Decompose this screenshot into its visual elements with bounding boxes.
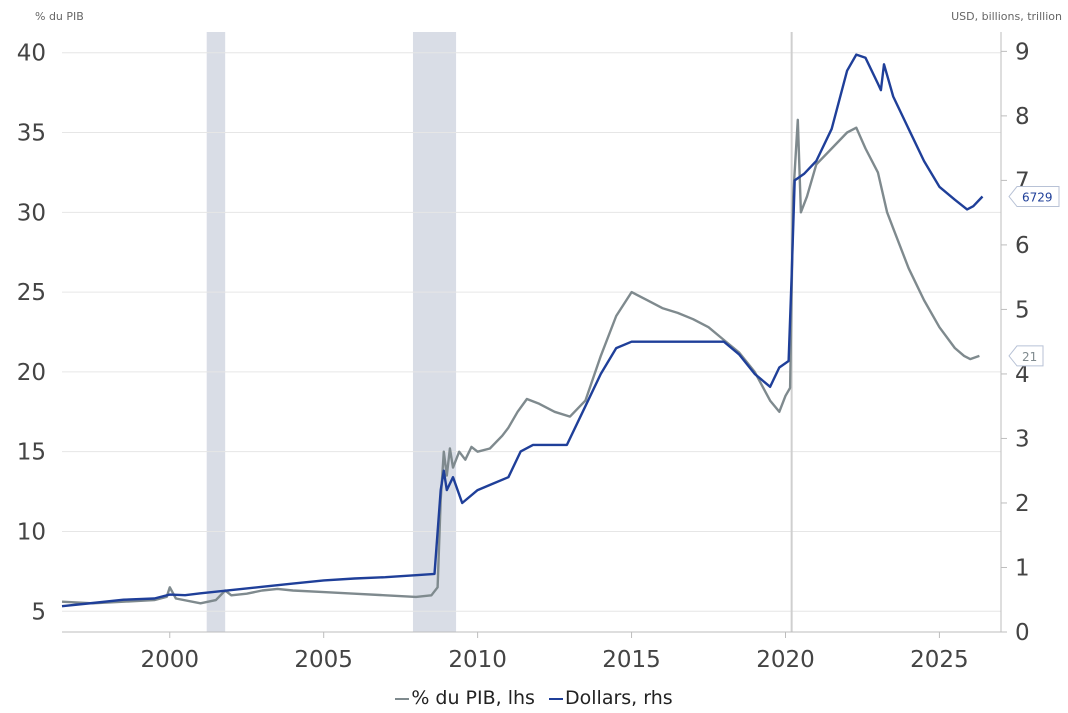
shaded-period-1 — [412, 32, 457, 632]
y-right-tick-8: 8 — [1015, 104, 1030, 130]
series-line-1 — [61, 53, 984, 608]
y-right-tick-2: 2 — [1015, 491, 1030, 517]
x-tick-2025: 2025 — [910, 647, 969, 673]
y-left-tick-40: 40 — [17, 41, 46, 67]
y-right-tick-6: 6 — [1015, 233, 1030, 259]
right-axis-unit-label: USD, billions, trillion — [951, 10, 1062, 23]
y-left-tick-5: 5 — [31, 599, 46, 625]
legend-swatch-dollars — [549, 697, 563, 700]
legend-swatch-pct-gdp — [395, 697, 410, 700]
x-tick-2020: 2020 — [756, 647, 815, 673]
y-right-tick-5: 5 — [1015, 297, 1030, 323]
shaded-period-0 — [206, 32, 226, 632]
y-left-tick-10: 10 — [17, 519, 46, 545]
end-label-box-1 — [1008, 186, 1060, 208]
legend-label-pct-gdp: % du PIB, lhs — [411, 687, 535, 709]
legend-item-pct-gdp: % du PIB, lhs — [395, 687, 535, 709]
y-left-tick-30: 30 — [17, 200, 46, 226]
legend-label-dollars: Dollars, rhs — [565, 687, 673, 709]
x-tick-2015: 2015 — [602, 647, 661, 673]
series-line-0 — [61, 118, 980, 605]
x-tick-2005: 2005 — [294, 647, 353, 673]
y-right-tick-9: 9 — [1015, 39, 1030, 65]
end-label-0: 21 — [1022, 350, 1037, 364]
y-right-tick-0: 0 — [1015, 620, 1030, 646]
x-tick-2010: 2010 — [448, 647, 507, 673]
y-left-tick-25: 25 — [17, 280, 46, 306]
y-left-tick-35: 35 — [17, 121, 46, 147]
legend: % du PIB, lhs Dollars, rhs — [0, 687, 1068, 709]
y-left-tick-20: 20 — [17, 360, 46, 386]
y-right-tick-4: 4 — [1015, 362, 1030, 388]
y-left-tick-15: 15 — [17, 440, 46, 466]
y-right-tick-3: 3 — [1015, 426, 1030, 452]
y-right-tick-1: 1 — [1015, 555, 1030, 581]
legend-item-dollars: Dollars, rhs — [549, 687, 673, 709]
left-axis-unit-label: % du PIB — [35, 10, 84, 23]
end-label-1: 6729 — [1022, 191, 1053, 205]
end-label-box-0 — [1008, 345, 1044, 367]
x-tick-2000: 2000 — [140, 647, 199, 673]
